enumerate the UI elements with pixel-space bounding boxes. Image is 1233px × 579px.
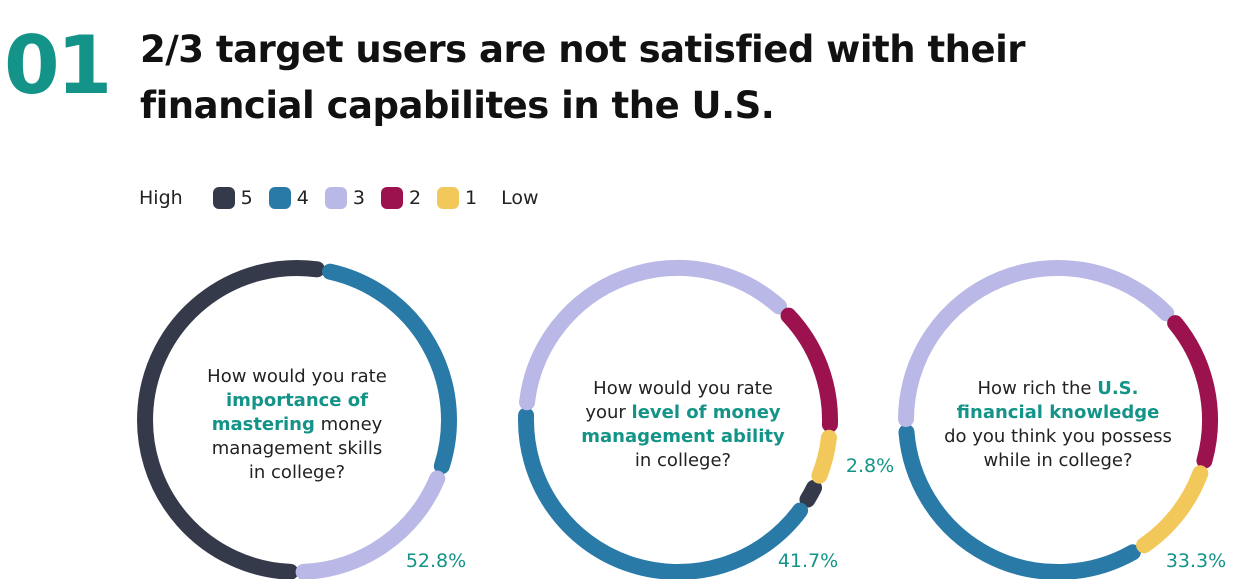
legend-item-3: 3 bbox=[324, 187, 365, 209]
donut-1-annotation-1: 52.8% bbox=[406, 550, 466, 572]
legend-low-label: Low bbox=[501, 187, 539, 209]
legend-swatch-5 bbox=[212, 187, 235, 209]
donut-2-annotation-2: 41.7% bbox=[778, 550, 838, 572]
legend-swatch-4 bbox=[268, 187, 291, 209]
donut-3-slice-4 bbox=[898, 424, 1141, 579]
donut-2-slice-4 bbox=[518, 407, 809, 579]
legend-label-1: 1 bbox=[465, 187, 478, 209]
question-2-highlight: level of money management ability bbox=[581, 402, 785, 447]
legend-item-2: 2 bbox=[380, 187, 422, 209]
donut-1-slice-5 bbox=[137, 260, 326, 579]
question-1-highlight: importance of mastering bbox=[211, 390, 368, 435]
donut-2-slice-5 bbox=[799, 479, 823, 508]
legend-label-2: 2 bbox=[408, 187, 422, 209]
question-3-highlight: U.S. financial knowledge bbox=[956, 378, 1160, 423]
legend-label-5: 5 bbox=[240, 187, 253, 209]
legend-high-label: High bbox=[139, 187, 183, 209]
legend-label-3: 3 bbox=[352, 187, 365, 209]
donut-2-slice-2 bbox=[780, 307, 838, 433]
question-1-post: money management skills in college? bbox=[211, 414, 383, 483]
question-2-post: in college? bbox=[634, 450, 732, 471]
donut-2-annotation-1: 2.8% bbox=[846, 455, 894, 477]
question-3: How rich the U.S. financial knowledge do… bbox=[943, 377, 1173, 473]
donut-3-slice-1 bbox=[1136, 465, 1209, 554]
donut-3-annotation-1: 33.3% bbox=[1166, 550, 1226, 572]
legend-item-4: 4 bbox=[268, 187, 309, 209]
donut-3-slice-2 bbox=[1167, 315, 1218, 469]
question-2-pre: How would you rate your bbox=[585, 378, 773, 423]
legend: High 5 4 3 2 1 Low bbox=[139, 186, 539, 210]
legend-item-1: 1 bbox=[437, 187, 477, 209]
question-3-pre: How rich the bbox=[977, 378, 1098, 399]
question-1: How would you rate importance of masteri… bbox=[202, 365, 392, 485]
legend-swatch-2 bbox=[380, 187, 403, 209]
question-1-pre: How would you rate bbox=[207, 366, 387, 387]
question-3-post: do you think you possess while in colleg… bbox=[944, 426, 1172, 471]
donut-1-slice-3 bbox=[295, 470, 446, 579]
legend-item-5: 5 bbox=[212, 187, 253, 209]
donut-1-slice-4 bbox=[322, 263, 457, 475]
question-2: How would you rate your level of money m… bbox=[581, 377, 786, 473]
donut-3-slice-3 bbox=[898, 260, 1175, 427]
legend-swatch-3 bbox=[324, 187, 347, 209]
donut-2-slice-1 bbox=[811, 429, 837, 484]
page-title: 2/3 target users are not satisfied with … bbox=[140, 28, 1026, 127]
donut-2-slice-3 bbox=[519, 260, 788, 411]
legend-label-4: 4 bbox=[296, 187, 309, 209]
section-number: 01 bbox=[4, 19, 112, 112]
legend-swatch-1 bbox=[437, 187, 460, 209]
